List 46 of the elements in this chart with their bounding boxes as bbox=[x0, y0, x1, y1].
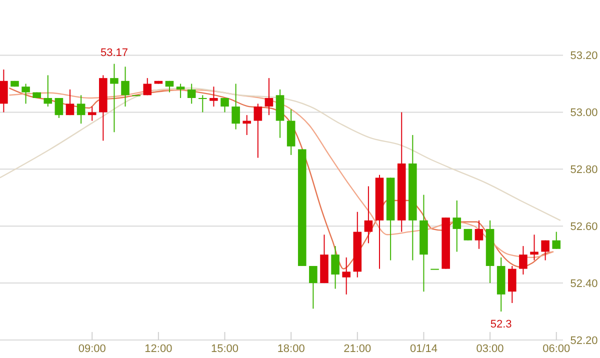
candlestick bbox=[110, 63, 118, 133]
x-tick-label: 06:00 bbox=[542, 343, 570, 355]
candlestick bbox=[88, 106, 96, 122]
y-tick-label: 52.80 bbox=[570, 164, 598, 176]
y-tick-label: 52.20 bbox=[570, 334, 598, 347]
candlestick bbox=[264, 78, 274, 116]
candlestick bbox=[176, 83, 185, 99]
x-tick-label: 12:00 bbox=[144, 343, 172, 355]
y-tick-label: 52.40 bbox=[570, 278, 598, 290]
candlestick bbox=[0, 69, 8, 113]
candlestick bbox=[342, 256, 350, 295]
candlestick bbox=[254, 103, 262, 158]
candlestick bbox=[530, 234, 538, 261]
candlestick bbox=[552, 231, 561, 250]
candlestick bbox=[121, 66, 130, 108]
candlestick bbox=[66, 88, 74, 116]
candlestick bbox=[309, 265, 318, 310]
x-tick-label: 21:00 bbox=[344, 343, 372, 355]
x-tick-label: 03:00 bbox=[476, 343, 504, 355]
candlestick bbox=[210, 86, 218, 108]
x-tick-label: 09:00 bbox=[78, 343, 106, 355]
candlestick bbox=[474, 220, 484, 250]
candlestick bbox=[331, 246, 340, 290]
x-tick-label: 01/14 bbox=[410, 343, 438, 355]
y-tick-label: 53.00 bbox=[570, 107, 598, 120]
x-tick-label: 15:00 bbox=[210, 343, 239, 355]
candlestick bbox=[187, 83, 196, 104]
candlestick bbox=[198, 94, 207, 113]
candlestick bbox=[519, 246, 528, 276]
candlestick bbox=[220, 98, 229, 113]
candlestick bbox=[22, 83, 30, 104]
y-tick-label: 53.20 bbox=[570, 50, 598, 62]
candlestick bbox=[143, 78, 152, 96]
candlestick bbox=[541, 240, 550, 261]
y-tick-label: 52.60 bbox=[570, 220, 598, 233]
annotation: 52.3 bbox=[490, 318, 512, 331]
candlestick bbox=[44, 74, 52, 108]
candlestick bbox=[242, 114, 252, 136]
annotation: 53.17 bbox=[100, 46, 128, 59]
candlestick bbox=[508, 265, 516, 304]
candlestick bbox=[76, 94, 86, 124]
candlestick bbox=[452, 200, 462, 252]
candlestick bbox=[54, 98, 64, 118]
x-tick-label: 18:00 bbox=[277, 343, 305, 355]
candlestick bbox=[232, 83, 240, 130]
candlestick bbox=[364, 186, 373, 244]
